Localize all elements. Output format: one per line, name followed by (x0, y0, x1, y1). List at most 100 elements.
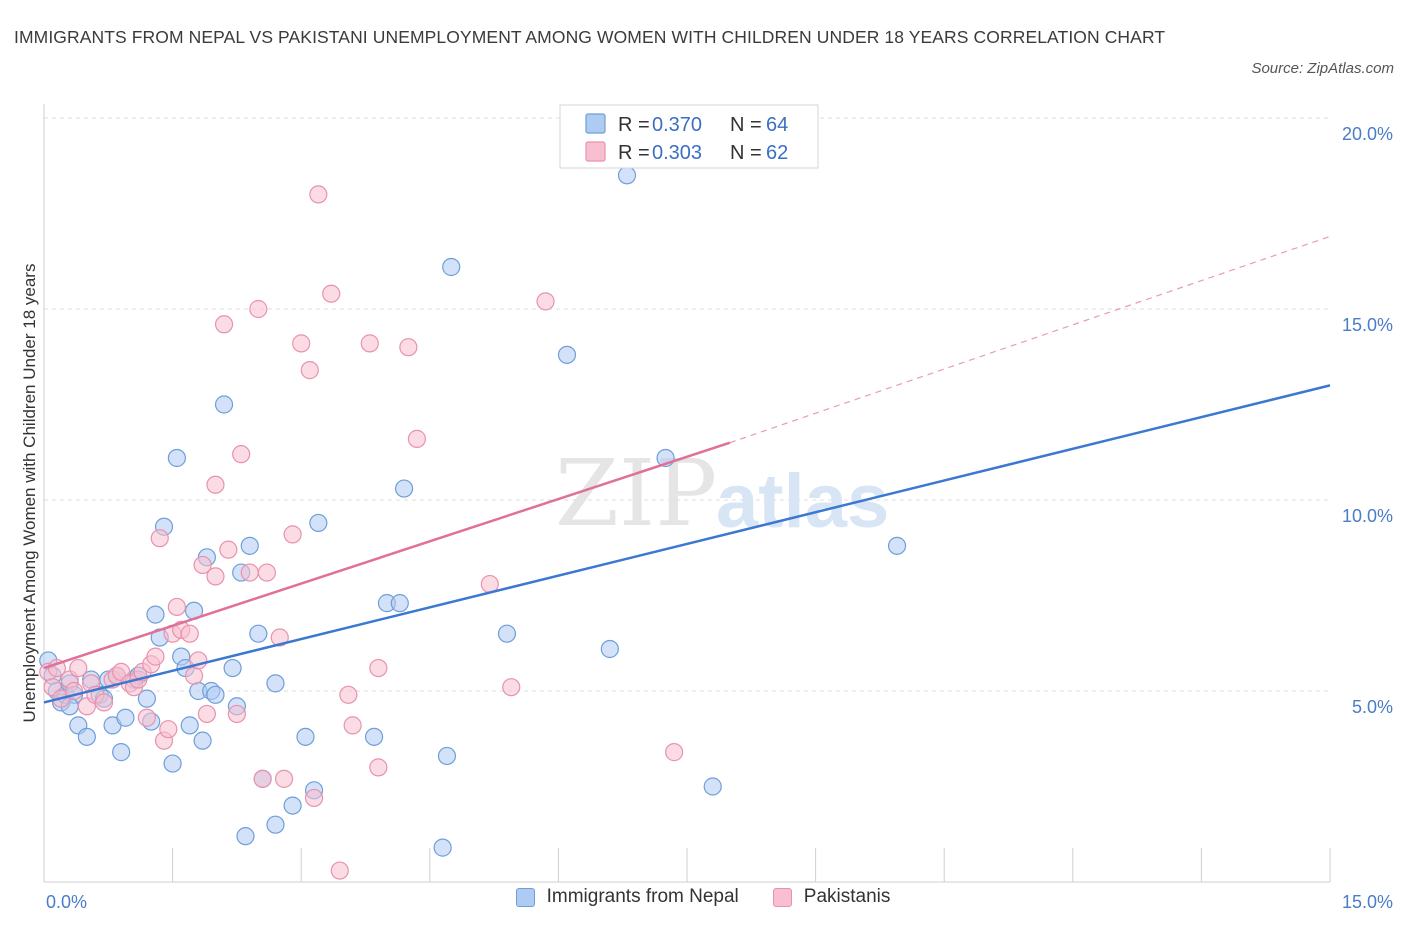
watermark-zip: ZIP (555, 440, 717, 547)
pakistani-point (253, 769, 272, 788)
legend-box: R = 0.370 N = 64 R = 0.303 N = 62 (559, 104, 819, 169)
pakistani-point (232, 445, 251, 464)
bottom-legend-swatch-nepal (515, 887, 535, 907)
pakistani-point (502, 678, 521, 697)
legend-swatch-pakistanis (585, 141, 606, 162)
pakistani-point (292, 334, 311, 353)
trend-lines (43, 235, 1331, 704)
nepal-point (557, 345, 577, 364)
nepal-point (433, 838, 452, 857)
pakistani-point (407, 429, 427, 448)
nepal-point (703, 777, 722, 796)
y-tick-label: 15.0% (1342, 315, 1393, 335)
pakistani-point (343, 716, 362, 735)
nepal-point (887, 536, 907, 555)
pakistani-point (159, 720, 178, 739)
nepal-point (249, 624, 268, 643)
pakistani-point (274, 769, 294, 788)
chart-title: IMMIGRANTS FROM NEPAL VS PAKISTANI UNEMP… (14, 27, 1166, 47)
pakistani-point (240, 563, 259, 582)
legend-r-value-nepal: 0.370 (652, 114, 702, 136)
nepal-point (236, 827, 255, 846)
pakistani-point (137, 708, 156, 727)
axes (43, 104, 1331, 883)
nepal-point (309, 513, 328, 533)
y-axis-label: Unemployment Among Women with Children U… (20, 264, 39, 723)
pakistani-point (339, 685, 358, 704)
pakistani-point (227, 704, 246, 724)
nepal-point (206, 685, 225, 704)
pakistani-point (399, 338, 418, 357)
nepal-point (442, 257, 461, 277)
nepal-point (617, 166, 637, 185)
pakistani-point (369, 658, 388, 678)
pakistani-point (665, 743, 684, 762)
pakistani-point (536, 292, 555, 311)
pakistani-point (270, 628, 289, 647)
y-tick-labels: 5.0% 10.0% 15.0% 20.0% (1342, 124, 1393, 717)
bottom-legend: Immigrants from Nepal Pakistanis (0, 886, 1406, 908)
nepal-point (137, 689, 156, 708)
watermark: ZIP atlas (555, 440, 889, 547)
nepal-point (497, 624, 517, 643)
pakistani-point (309, 185, 328, 204)
legend-n-label-nepal: N = (730, 114, 762, 136)
bottom-legend-label-pakistanis: Pakistanis (803, 886, 891, 907)
pakistani-point (300, 361, 319, 380)
pakistani-point (330, 861, 349, 880)
pakistani-trend-extension (729, 235, 1331, 444)
pakistani-point (214, 315, 234, 334)
pakistani-point (197, 704, 216, 724)
pakistani-point (283, 525, 302, 544)
pakistani-point (167, 597, 186, 617)
y-tick-label: 10.0% (1342, 506, 1393, 526)
pakistani-point (47, 658, 66, 678)
nepal-point (390, 594, 409, 613)
nepal-point (167, 448, 186, 468)
pakistani-point (206, 567, 225, 586)
nepal-point (180, 716, 199, 735)
nepal-point (283, 796, 302, 815)
nepal-point (77, 727, 96, 746)
bottom-legend-item-pakistanis[interactable]: Pakistanis (772, 886, 891, 908)
nepal-point (116, 708, 135, 727)
pakistani-point (150, 529, 169, 548)
pakistani-point (249, 299, 268, 319)
legend-n-value-pakistanis: 62 (766, 142, 788, 164)
nepal-point (364, 727, 384, 746)
pakistani-point (304, 788, 324, 808)
pakistani-point (69, 658, 88, 678)
pakistani-point (206, 475, 225, 494)
nepal-point (394, 479, 414, 498)
legend-r-label-nepal: R = (618, 114, 650, 136)
x-tick-label: 15.0% (1342, 892, 1393, 912)
pakistani-point (322, 284, 341, 303)
bottom-legend-item-nepal[interactable]: Immigrants from Nepal (515, 886, 739, 908)
pakistani-point (193, 555, 212, 575)
pakistani-point (219, 540, 238, 559)
x-tick-labels: 0.0% 15.0% (46, 892, 1393, 912)
pakistani-point (360, 334, 379, 353)
bottom-legend-label-nepal: Immigrants from Nepal (546, 886, 739, 907)
y-tick-label: 5.0% (1352, 697, 1393, 717)
nepal-point (223, 658, 242, 678)
pakistani-point (180, 624, 199, 643)
source-label: Source: ZipAtlas.com (1251, 60, 1394, 77)
nepal-point (193, 731, 212, 750)
nepal-point (266, 674, 285, 693)
pakistani-point (184, 666, 204, 685)
nepal-point (437, 746, 457, 766)
nepal-point (240, 536, 259, 555)
legend-n-label-pakistanis: N = (730, 142, 762, 164)
series-pakistanis-points (39, 185, 684, 880)
bottom-legend-swatch-pakistanis (772, 887, 792, 907)
legend-swatch-nepal (585, 113, 606, 134)
legend-n-value-nepal: 64 (766, 114, 788, 136)
pakistani-point (257, 563, 277, 582)
y-tick-label: 20.0% (1342, 124, 1393, 144)
legend-r-value-pakistanis: 0.303 (652, 142, 702, 164)
nepal-point (296, 727, 315, 746)
legend-r-label-pakistanis: R = (618, 142, 650, 164)
nepal-point (266, 815, 285, 834)
